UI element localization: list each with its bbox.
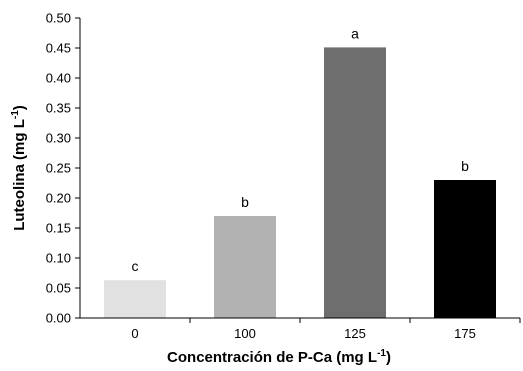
- bar-label-0: c: [132, 258, 139, 274]
- x-tick-label-175: 175: [454, 326, 476, 341]
- y-tick-label: 0.25: [46, 161, 71, 176]
- bar-label-125: a: [351, 25, 359, 41]
- bar-0: [104, 280, 166, 318]
- x-tick-label-100: 100: [234, 326, 256, 341]
- x-tick-label-125: 125: [344, 326, 366, 341]
- bar-175: [434, 180, 496, 318]
- bars: [104, 47, 496, 319]
- y-axis-title-end: ): [11, 105, 28, 110]
- y-tick-label: 0.00: [46, 311, 71, 326]
- y-tick-label: 0.35: [46, 101, 71, 116]
- bar-125: [324, 47, 386, 319]
- x-axis-title: Concentración de P-Ca (mg L-1): [167, 348, 391, 366]
- y-tick-label: 0.30: [46, 131, 71, 146]
- y-axis-ticks: 0.00 0.05 0.10 0.15 0.20 0.25 0.30 0.35 0.40 0.45…: [46, 11, 80, 326]
- y-tick-label: 0.10: [46, 251, 71, 266]
- y-tick-label: 0.15: [46, 221, 71, 236]
- y-tick-label: 0.45: [46, 41, 71, 56]
- y-tick-label: 0.20: [46, 191, 71, 206]
- x-axis-title-superscript: -1: [377, 348, 386, 359]
- y-tick-label: 0.05: [46, 281, 71, 296]
- x-axis-ticks: 0 100 125 175: [131, 318, 521, 341]
- y-tick-label: 0.40: [46, 71, 71, 86]
- y-axis-title: Luteolina (mg L-1): [10, 105, 28, 231]
- bar-label-100: b: [241, 194, 249, 210]
- y-tick-label: 0.50: [46, 11, 71, 26]
- y-axis-title-superscript: -1: [10, 110, 21, 119]
- x-axis-title-end: ): [386, 349, 391, 366]
- bar-label-175: b: [461, 158, 469, 174]
- x-tick-label-0: 0: [131, 326, 138, 341]
- bar-100: [214, 216, 276, 318]
- bar-labels: c b a b: [132, 25, 470, 274]
